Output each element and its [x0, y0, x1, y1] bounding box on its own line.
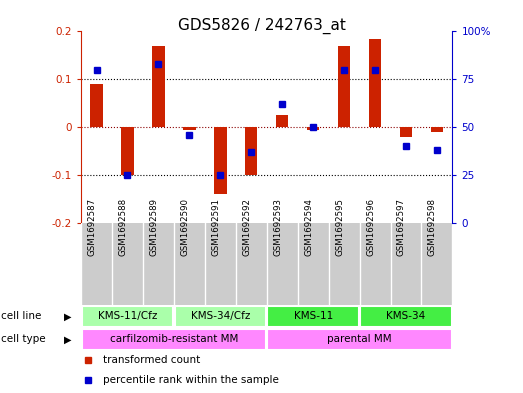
Bar	[400, 127, 412, 137]
Bar	[152, 46, 165, 127]
Bar	[267, 329, 452, 350]
Text: GSM1692597: GSM1692597	[397, 198, 406, 256]
Bar	[214, 127, 226, 194]
Bar	[307, 127, 320, 130]
Text: ▶: ▶	[64, 311, 72, 321]
Text: GSM1692598: GSM1692598	[428, 198, 437, 256]
Text: GSM1692591: GSM1692591	[211, 198, 220, 256]
Text: GSM1692588: GSM1692588	[119, 198, 128, 256]
Text: parental MM: parental MM	[327, 334, 392, 344]
Text: GSM1692594: GSM1692594	[304, 198, 313, 256]
Bar	[82, 329, 266, 350]
Text: KMS-34: KMS-34	[386, 311, 426, 321]
Text: cell type: cell type	[1, 334, 45, 344]
Bar	[245, 127, 257, 175]
Bar	[82, 306, 173, 327]
Text: GSM1692596: GSM1692596	[366, 198, 375, 256]
Bar	[267, 306, 359, 327]
Bar	[431, 127, 443, 132]
Text: KMS-34/Cfz: KMS-34/Cfz	[190, 311, 250, 321]
Text: GDS5826 / 242763_at: GDS5826 / 242763_at	[178, 18, 345, 34]
Text: percentile rank within the sample: percentile rank within the sample	[104, 375, 279, 384]
Bar	[175, 306, 266, 327]
Bar	[338, 46, 350, 127]
Bar	[369, 39, 381, 127]
Bar	[360, 306, 452, 327]
Text: GSM1692592: GSM1692592	[242, 198, 251, 256]
Text: KMS-11: KMS-11	[293, 311, 333, 321]
Bar	[276, 115, 288, 127]
Text: GSM1692589: GSM1692589	[150, 198, 158, 256]
Bar	[183, 127, 196, 130]
Text: carfilzomib-resistant MM: carfilzomib-resistant MM	[110, 334, 238, 344]
Text: GSM1692593: GSM1692593	[273, 198, 282, 256]
Text: transformed count: transformed count	[104, 355, 201, 365]
Text: GSM1692590: GSM1692590	[180, 198, 189, 256]
Text: ▶: ▶	[64, 334, 72, 344]
Text: GSM1692587: GSM1692587	[87, 198, 97, 256]
Bar	[90, 84, 103, 127]
Text: cell line: cell line	[1, 311, 41, 321]
Text: KMS-11/Cfz: KMS-11/Cfz	[98, 311, 157, 321]
Bar	[121, 127, 134, 175]
Text: GSM1692595: GSM1692595	[335, 198, 344, 256]
